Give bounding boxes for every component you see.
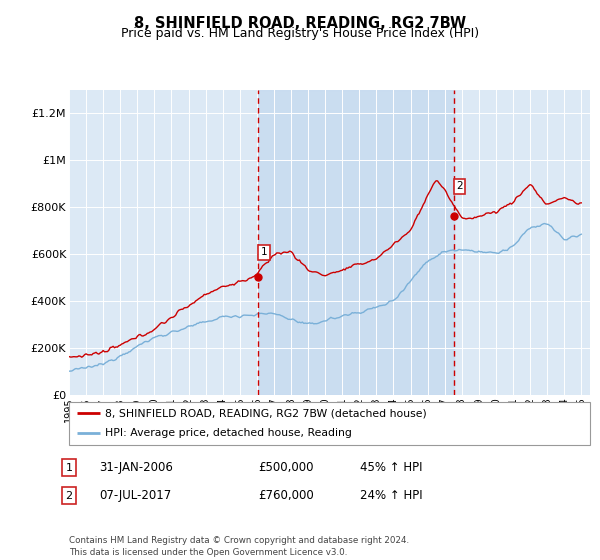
Text: 1: 1 <box>261 247 268 257</box>
Text: £760,000: £760,000 <box>258 489 314 502</box>
Text: 31-JAN-2006: 31-JAN-2006 <box>99 461 173 474</box>
Text: Contains HM Land Registry data © Crown copyright and database right 2024.
This d: Contains HM Land Registry data © Crown c… <box>69 536 409 557</box>
Text: 8, SHINFIELD ROAD, READING, RG2 7BW (detached house): 8, SHINFIELD ROAD, READING, RG2 7BW (det… <box>106 408 427 418</box>
Text: 2: 2 <box>456 181 463 192</box>
Text: 07-JUL-2017: 07-JUL-2017 <box>99 489 171 502</box>
Text: 24% ↑ HPI: 24% ↑ HPI <box>360 489 422 502</box>
Text: HPI: Average price, detached house, Reading: HPI: Average price, detached house, Read… <box>106 428 352 438</box>
Text: Price paid vs. HM Land Registry's House Price Index (HPI): Price paid vs. HM Land Registry's House … <box>121 27 479 40</box>
Text: 2: 2 <box>65 491 73 501</box>
Text: 1: 1 <box>65 463 73 473</box>
Text: 8, SHINFIELD ROAD, READING, RG2 7BW: 8, SHINFIELD ROAD, READING, RG2 7BW <box>134 16 466 31</box>
Text: 45% ↑ HPI: 45% ↑ HPI <box>360 461 422 474</box>
Bar <box>258 90 454 395</box>
Text: £500,000: £500,000 <box>258 461 314 474</box>
